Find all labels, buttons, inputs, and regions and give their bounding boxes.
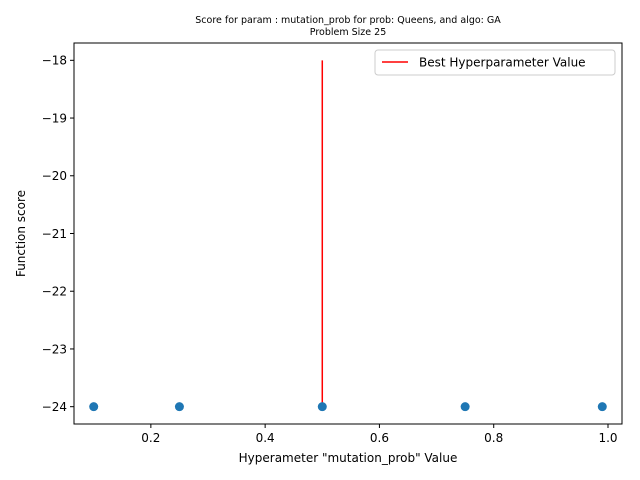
x-tick-label: 1.0 bbox=[598, 431, 617, 445]
y-tick-label: −23 bbox=[42, 342, 67, 356]
legend-label: Best Hyperparameter Value bbox=[419, 56, 586, 70]
scatter-point bbox=[317, 402, 327, 412]
y-tick-label: −21 bbox=[42, 227, 67, 241]
scatter-point bbox=[174, 402, 184, 412]
x-tick-label: 0.2 bbox=[141, 431, 160, 445]
chart-title-line1: Score for param : mutation_prob for prob… bbox=[195, 15, 501, 26]
y-axis-label: Function score bbox=[14, 190, 28, 277]
legend: Best Hyperparameter Value bbox=[374, 49, 616, 76]
x-tick-label: 0.8 bbox=[484, 431, 503, 445]
y-tick-label: −19 bbox=[42, 111, 67, 125]
chart-title-line2: Problem Size 25 bbox=[310, 27, 386, 38]
y-tick-label: −18 bbox=[42, 54, 67, 68]
x-tick-label: 0.6 bbox=[370, 431, 389, 445]
x-tick-label: 0.4 bbox=[256, 431, 275, 445]
x-axis-label: Hyperameter "mutation_prob" Value bbox=[239, 451, 458, 465]
legend-box bbox=[374, 49, 616, 76]
scatter-point bbox=[89, 402, 99, 412]
plot-frame bbox=[73, 42, 623, 425]
scatter-point bbox=[597, 402, 607, 412]
y-tick-label: −20 bbox=[42, 169, 67, 183]
scatter-point bbox=[460, 402, 470, 412]
y-tick-label: −24 bbox=[42, 400, 67, 414]
plot-area: 0.2 0.4 0.6 0.8 1.0 −24 −23 −22 −21 −20 −19 −18 bbox=[42, 54, 618, 445]
y-tick-label: −22 bbox=[42, 285, 67, 299]
